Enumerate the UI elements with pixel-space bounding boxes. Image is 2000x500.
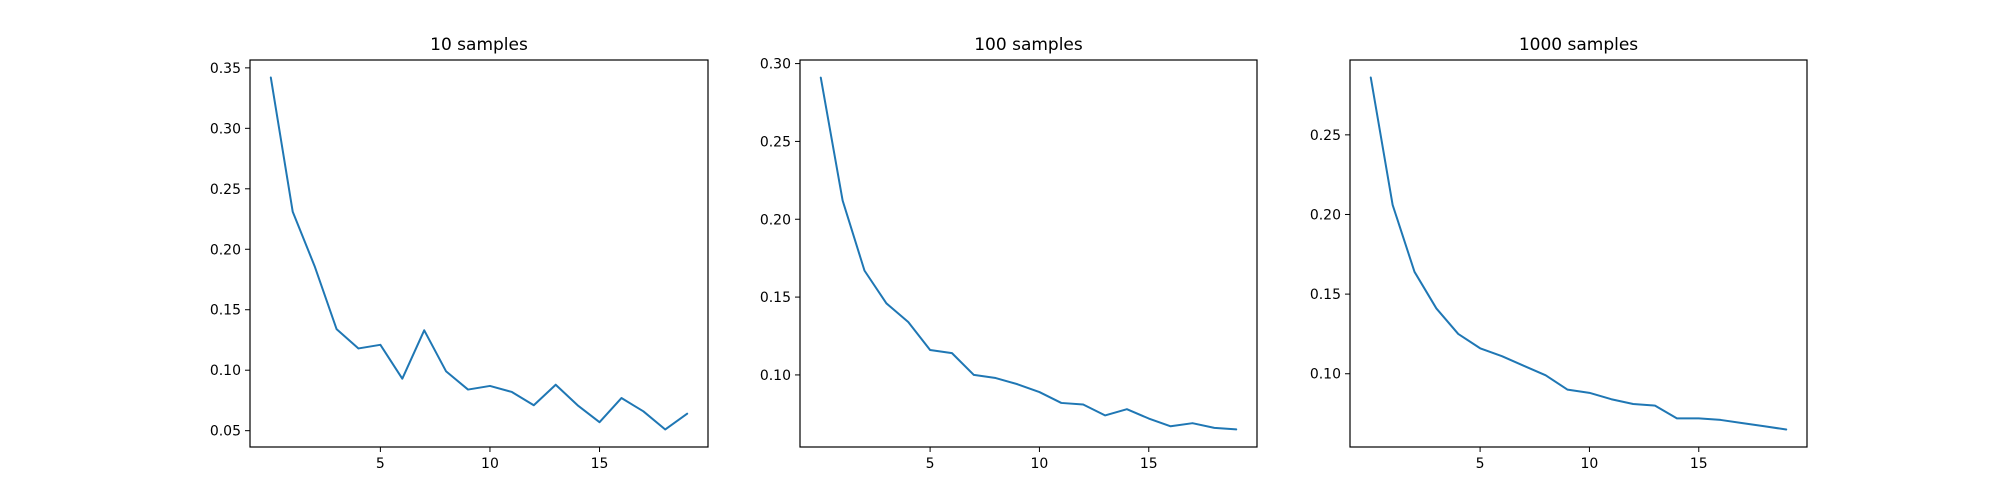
x-tick-label: 10 [481,456,499,472]
x-tick-label: 15 [1140,456,1158,472]
y-tick-label: 0.25 [760,134,791,150]
chart-panel-3: 1000 samples 5 10 15 0.10 0.15 0.20 0.25 [1310,35,1808,472]
x-tick-label: 15 [591,456,609,472]
x-tick-label: 5 [926,456,935,472]
chart-title: 10 samples [430,35,528,55]
x-tick-label: 5 [1476,456,1485,472]
series-line-1 [819,76,1238,431]
y-tick-label: 0.25 [1310,128,1341,144]
y-tick-label: 0.20 [1310,207,1341,223]
plot-area-frame [799,59,1258,448]
chart-panel-1: 10 samples 5 10 15 0.05 0.10 0.15 0.20 0.25 0.30 0… [210,35,709,472]
plot-area-frame [249,59,709,448]
y-tick-label: 0.20 [760,212,791,228]
x-tick-label: 5 [376,456,385,472]
y-tick-label: 0.30 [760,57,791,73]
y-tick-label: 0.05 [210,424,241,440]
x-tick-label: 15 [1690,456,1708,472]
chart-title: 100 samples [974,35,1083,55]
series-line-1 [1369,76,1788,431]
plot-area-frame [1349,59,1808,448]
y-tick-label: 0.20 [210,242,241,258]
y-tick-label: 0.10 [760,368,791,384]
series-line-1 [269,76,689,431]
y-tick-label: 0.25 [210,182,241,198]
x-tick-label: 10 [1031,456,1049,472]
chart-panel-2: 100 samples 5 10 15 0.10 0.15 0.20 0.25 0.30 [760,35,1258,472]
y-tick-label: 0.10 [1310,367,1341,383]
x-tick-label: 10 [1581,456,1599,472]
y-tick-label: 0.15 [760,290,791,306]
y-tick-label: 0.15 [210,303,241,319]
y-tick-label: 0.10 [210,363,241,379]
y-tick-label: 0.30 [210,121,241,137]
y-tick-label: 0.35 [210,61,241,77]
y-tick-label: 0.15 [1310,287,1341,303]
chart-title: 1000 samples [1519,35,1638,55]
